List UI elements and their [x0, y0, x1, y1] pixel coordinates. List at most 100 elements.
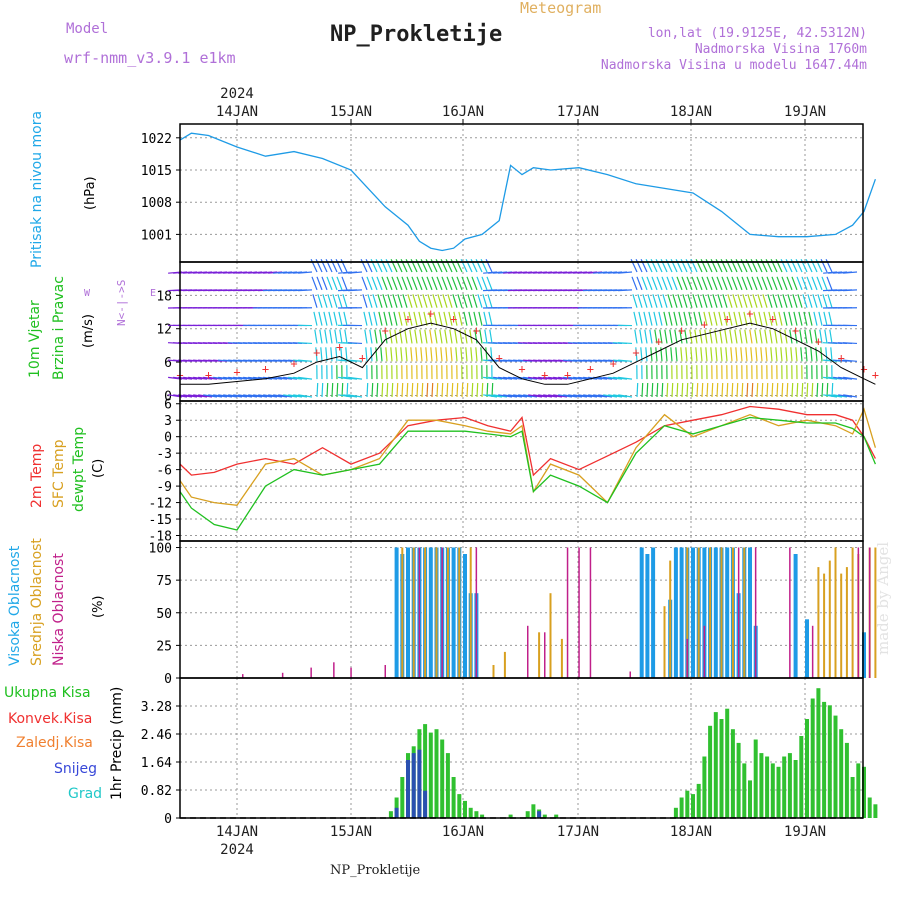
wind-arrow — [736, 382, 739, 398]
wind-arrow — [423, 311, 428, 326]
wind-arrow — [347, 289, 363, 292]
mid-cloud-bar — [697, 547, 700, 678]
wind-arrow — [804, 329, 808, 344]
precip-bar — [691, 794, 695, 818]
wind-arrow — [466, 276, 473, 291]
wind-arrow — [361, 276, 368, 291]
wind-arrow — [730, 347, 733, 362]
wind-arrow — [253, 394, 268, 398]
wind-arrow — [756, 382, 759, 398]
wind-arrow — [741, 276, 748, 291]
wind-arrow — [313, 311, 318, 326]
wind-arrow — [498, 376, 513, 380]
wind-arrow — [475, 347, 478, 362]
wind-arrow — [388, 311, 393, 326]
wind-arrow — [441, 276, 448, 291]
wind-arrow — [480, 259, 488, 273]
wind-arrow — [324, 329, 328, 344]
low-cloud-bar — [242, 674, 244, 678]
wind-arrow — [426, 276, 433, 291]
wind-arrow — [729, 329, 733, 344]
y-tick-label: -3 — [156, 447, 172, 462]
wind-arrow — [431, 276, 438, 291]
wind-arrow — [335, 347, 338, 362]
wind-arrow — [710, 259, 718, 273]
wind-arrow — [293, 394, 308, 398]
y-tick-label: 0 — [164, 431, 172, 446]
wind-arrow — [420, 347, 423, 362]
wind-arrow — [395, 259, 403, 273]
wind-arrow — [455, 259, 463, 273]
wind-arrow — [648, 311, 653, 326]
wind-arrow — [393, 311, 398, 326]
wind-arrow — [805, 259, 813, 273]
wind-arrow — [716, 276, 723, 291]
wind-arrow — [647, 294, 653, 308]
wind-arrow — [188, 376, 203, 380]
wind-arrow — [730, 259, 738, 273]
wind-arrow — [451, 382, 454, 398]
wind-arrow — [818, 311, 823, 326]
wind-arrow — [838, 376, 853, 380]
y-tick-label: 0 — [164, 812, 172, 827]
gust-mark: + — [473, 323, 480, 337]
high-cloud-bar — [463, 554, 467, 678]
wind-arrow — [298, 271, 313, 274]
y-tick-label: 6 — [164, 356, 172, 371]
wind-arrow — [797, 294, 803, 308]
wind-arrow — [618, 359, 633, 362]
wind-arrow — [733, 311, 738, 326]
wind-arrow — [471, 276, 478, 291]
wind-arrow — [718, 311, 723, 326]
mid-cloud-bar — [435, 547, 438, 678]
wind-arrow — [671, 276, 678, 291]
wind-arrow — [780, 259, 788, 273]
wind-arrow — [435, 259, 443, 273]
wind-arrow — [476, 276, 483, 291]
year-label-top: 2024 — [220, 86, 254, 102]
precip-bar — [474, 811, 479, 818]
wind-arrow — [418, 311, 423, 326]
wind-arrow — [405, 347, 408, 362]
precip-bar — [822, 701, 827, 818]
wind-arrow — [803, 311, 808, 326]
wind-arrow — [468, 311, 473, 326]
wind-arrow — [462, 294, 468, 308]
wind-arrow — [416, 382, 419, 398]
wind-arrow — [410, 347, 413, 362]
wind-arrow — [223, 376, 238, 380]
wind-arrow — [706, 276, 713, 291]
wind-arrow — [425, 347, 428, 362]
wind-arrow — [465, 347, 468, 362]
wind-arrow — [775, 259, 783, 273]
low-cloud-bar — [737, 547, 740, 678]
wind-arrow — [636, 276, 643, 291]
x-tick-label-bottom: 14JAN — [216, 824, 258, 840]
wind-arrow — [429, 329, 433, 344]
wind-arrow — [786, 382, 789, 398]
y-tick-label: 25 — [156, 639, 172, 654]
wind-arrow — [548, 394, 563, 398]
wind-arrow — [325, 259, 333, 273]
high-cloud-bar — [406, 547, 410, 678]
snow-bar — [537, 811, 542, 818]
wind-arrow — [348, 359, 363, 362]
wind-arrow — [538, 394, 553, 398]
wind-arrow — [823, 394, 838, 398]
wind-arrow — [799, 329, 803, 344]
snow-bar — [423, 790, 428, 818]
wind-arrow — [335, 259, 343, 273]
wind-arrow — [471, 382, 474, 398]
panel-frame — [179, 540, 864, 679]
wind-arrow — [753, 311, 758, 326]
wind-arrow — [297, 342, 313, 345]
wind-arrow — [842, 342, 858, 345]
wind-arrow — [314, 329, 318, 344]
wind-arrow — [315, 347, 318, 362]
wind-arrow — [387, 294, 393, 308]
wind-arrow — [588, 376, 603, 380]
wind-arrow — [339, 329, 343, 344]
high-cloud-label: Visoka Oblacnost — [7, 545, 23, 666]
wind-arrow — [833, 394, 848, 398]
